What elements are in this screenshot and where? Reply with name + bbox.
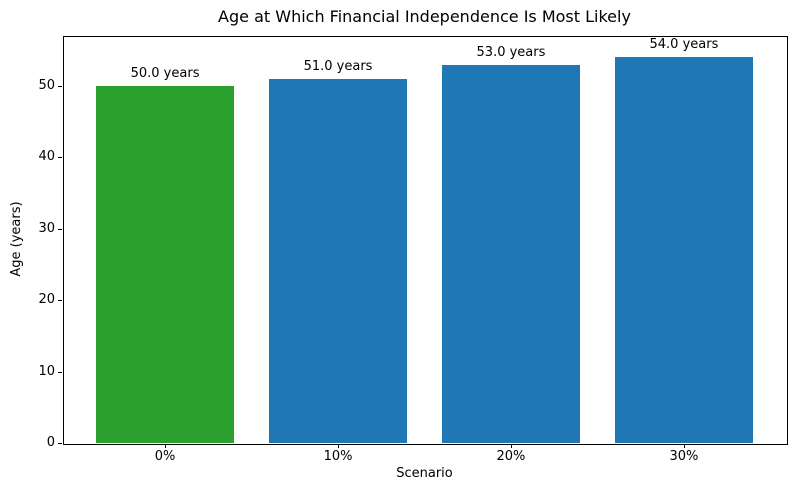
y-tick-label: 40 xyxy=(38,149,55,165)
y-tick xyxy=(58,443,62,444)
x-tick xyxy=(510,444,512,448)
y-tick-label: 10 xyxy=(38,363,55,379)
y-tick-label: 30 xyxy=(38,220,55,236)
x-tick xyxy=(338,444,340,448)
y-tick xyxy=(58,85,62,87)
bar xyxy=(268,78,408,443)
bar xyxy=(614,57,754,443)
bar xyxy=(95,85,235,443)
chart-title: Age at Which Financial Independence Is M… xyxy=(218,7,631,26)
bar-value-label: 51.0 years xyxy=(303,58,373,74)
bar-value-label: 50.0 years xyxy=(130,65,200,81)
x-tick-label: 0% xyxy=(154,449,176,464)
y-tick-label: 20 xyxy=(38,292,55,308)
y-tick xyxy=(58,228,62,230)
bar-value-label: 53.0 years xyxy=(476,44,546,60)
y-tick-label: 0 xyxy=(46,435,55,450)
x-tick-label: 20% xyxy=(496,449,526,464)
x-tick xyxy=(165,444,167,448)
y-tick xyxy=(58,300,62,302)
y-axis-label: Age (years) xyxy=(9,201,24,277)
bar xyxy=(441,64,581,443)
bar-value-label: 54.0 years xyxy=(649,37,719,53)
x-axis-label: Scenario xyxy=(396,466,453,481)
y-tick xyxy=(58,157,62,159)
x-tick-label: 10% xyxy=(323,449,353,464)
x-tick xyxy=(683,444,685,448)
x-tick-label: 30% xyxy=(669,449,699,464)
y-tick-label: 50 xyxy=(38,77,55,93)
y-tick xyxy=(58,371,62,373)
